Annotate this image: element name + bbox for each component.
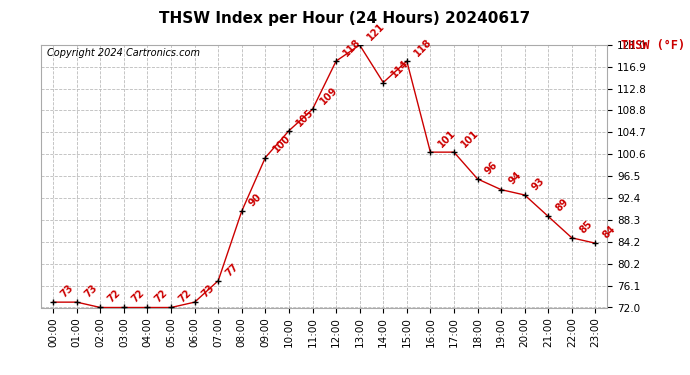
Text: THSW Index per Hour (24 Hours) 20240617: THSW Index per Hour (24 Hours) 20240617: [159, 11, 531, 26]
Text: 72: 72: [177, 288, 193, 305]
Text: 73: 73: [82, 283, 99, 299]
Text: 101: 101: [460, 128, 481, 149]
Text: 85: 85: [578, 218, 594, 235]
Text: 90: 90: [247, 192, 264, 208]
Text: 73: 73: [59, 283, 75, 299]
Text: 101: 101: [436, 128, 457, 149]
Text: 89: 89: [554, 197, 571, 214]
Text: Copyright 2024 Cartronics.com: Copyright 2024 Cartronics.com: [47, 48, 200, 58]
Text: 77: 77: [224, 261, 240, 278]
Text: 72: 72: [153, 288, 170, 305]
Text: 96: 96: [483, 159, 500, 176]
Text: 109: 109: [318, 85, 339, 106]
Text: 121: 121: [365, 21, 386, 42]
Text: 105: 105: [295, 106, 316, 128]
Text: 84: 84: [601, 224, 618, 240]
Text: 118: 118: [342, 37, 363, 58]
Text: 93: 93: [530, 176, 547, 192]
Text: 100: 100: [271, 134, 293, 155]
Text: 94: 94: [506, 170, 523, 187]
Text: 118: 118: [413, 37, 434, 58]
Text: 72: 72: [106, 288, 123, 305]
Text: THSW (°F): THSW (°F): [621, 39, 685, 53]
Text: 72: 72: [130, 288, 146, 305]
Text: 114: 114: [388, 58, 410, 80]
Text: 73: 73: [200, 283, 217, 299]
